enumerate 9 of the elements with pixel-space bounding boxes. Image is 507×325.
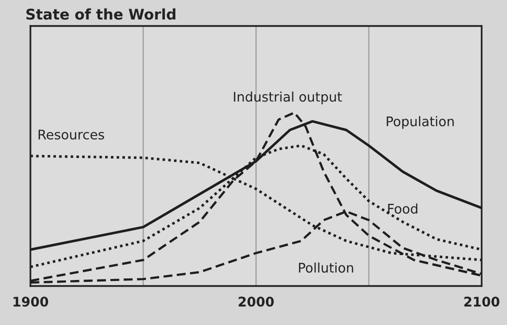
series-label: Industrial output xyxy=(234,92,342,104)
x-tick-label: 2000 xyxy=(238,296,274,307)
chart-title: State of the World xyxy=(26,8,176,20)
series-label: Pollution xyxy=(298,262,354,273)
series-label: Population xyxy=(386,116,454,129)
series-label: Resources xyxy=(38,130,104,140)
x-tick-label: 1900 xyxy=(14,296,48,307)
series-label: Food xyxy=(388,204,418,214)
x-tick-label: 2100 xyxy=(464,296,500,307)
